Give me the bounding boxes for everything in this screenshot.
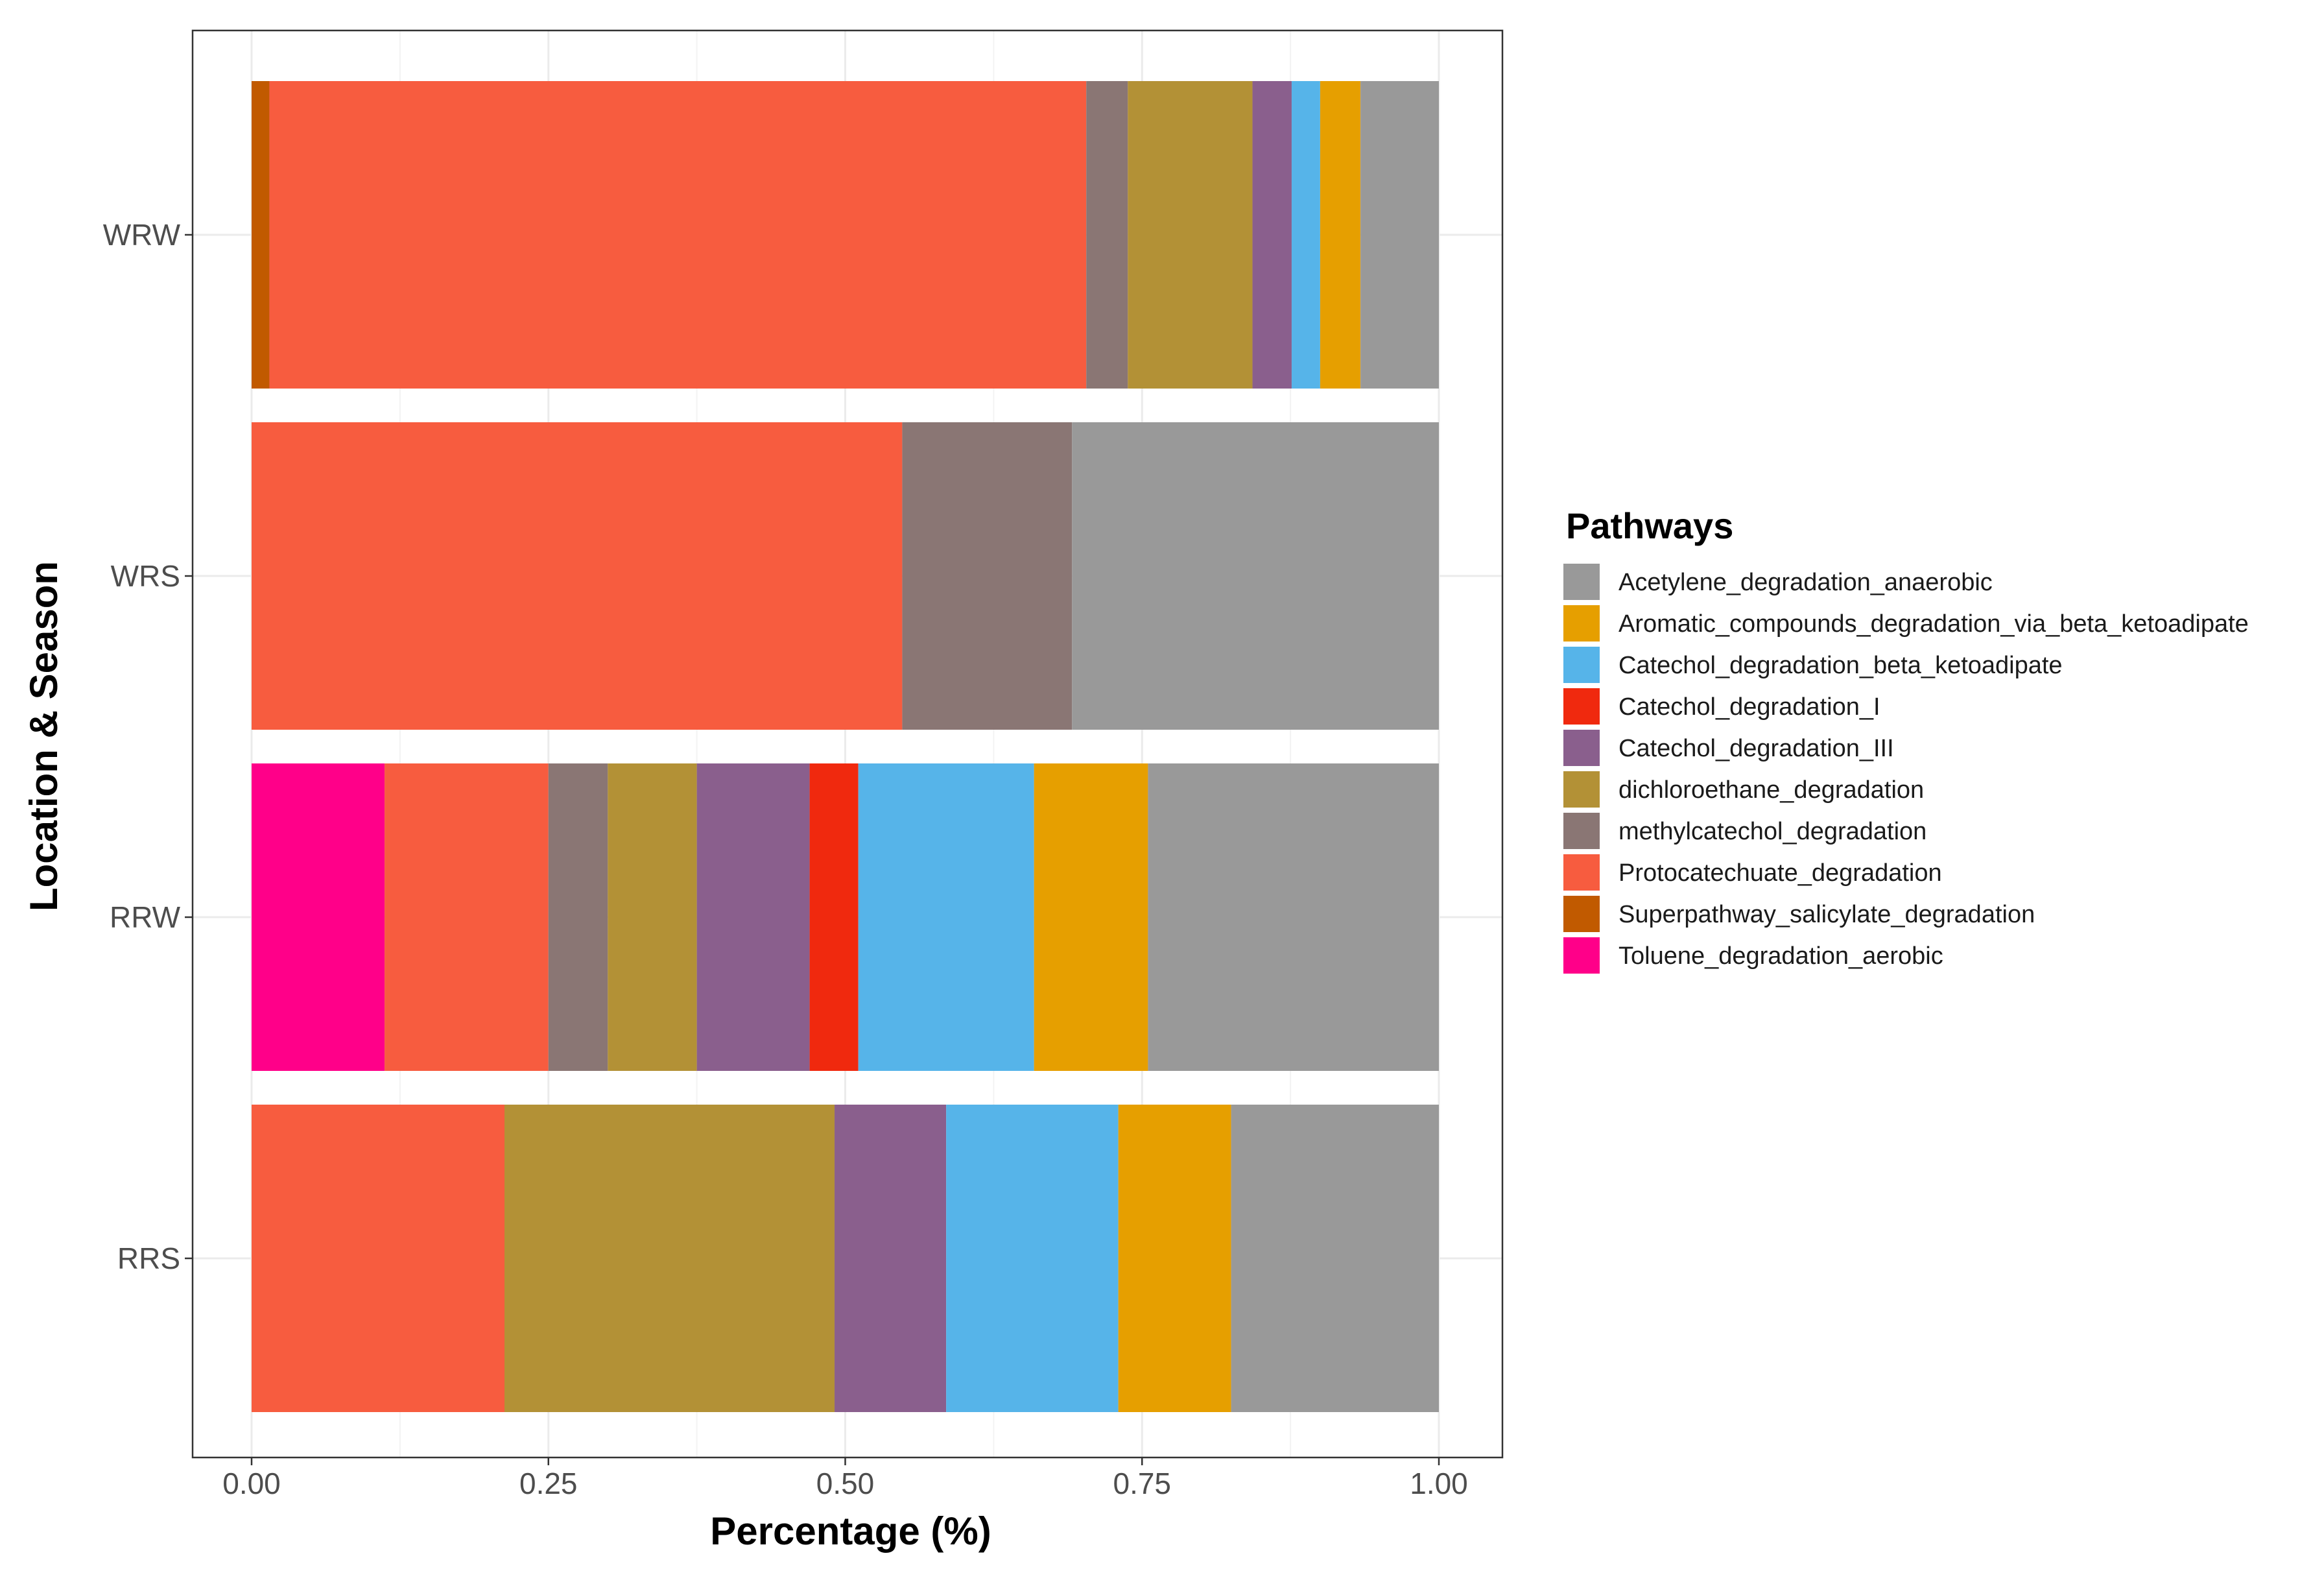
bar-segment [1252, 81, 1292, 389]
y-tick-label: RRW [110, 900, 181, 934]
x-tick-label: 1.00 [1410, 1467, 1468, 1500]
legend-label: Catechol_degradation_beta_ketoadipate [1618, 652, 2063, 679]
bar-segment [385, 763, 549, 1071]
legend-key [1563, 854, 1600, 891]
x-tick-label: 0.25 [519, 1467, 578, 1500]
bar-segment [1128, 81, 1253, 389]
legend-label: Acetylene_degradation_anaerobic [1618, 569, 1993, 596]
x-tick-label: 0.50 [816, 1467, 875, 1500]
legend-key [1563, 564, 1600, 600]
bar-segment [269, 81, 1087, 389]
bar-segment [946, 1105, 1119, 1412]
bar-segment [1291, 81, 1320, 389]
legend-key [1563, 813, 1600, 849]
bar-segment [252, 1105, 505, 1412]
bars [252, 81, 1439, 1412]
legend: Pathways Acetylene_degradation_anaerobic… [1563, 505, 2249, 974]
bar-segment [252, 81, 270, 389]
bar-segment [1072, 422, 1439, 730]
bar-segment [252, 422, 903, 730]
x-axis-title: Percentage (%) [710, 1509, 991, 1553]
plot-panel-border [191, 29, 1504, 1459]
bar-segment [1360, 81, 1439, 389]
y-axis-title: Location & Season [22, 561, 65, 911]
bar-segment [809, 763, 859, 1071]
bar-segment [696, 763, 810, 1071]
bar-segment [835, 1105, 947, 1412]
x-tick-label: 0.75 [1113, 1467, 1171, 1500]
bar-segment [1320, 81, 1361, 389]
bar-segment [504, 1105, 835, 1412]
bar-segment [548, 763, 608, 1071]
legend-key [1563, 688, 1600, 725]
legend-key [1563, 771, 1600, 808]
legend-key [1563, 647, 1600, 683]
legend-label: Toluene_degradation_aerobic [1618, 942, 1943, 970]
bar-segment [608, 763, 697, 1071]
legend-label: methylcatechol_degradation [1618, 818, 1927, 845]
y-tick-label: WRS [111, 559, 180, 593]
bar-segment [902, 422, 1073, 730]
legend-label: dichloroethane_degradation [1618, 776, 1924, 804]
legend-label: Protocatechuate_degradation [1618, 859, 1942, 887]
legend-label: Aromatic_compounds_degradation_via_beta_… [1618, 610, 2249, 638]
bar-segment [1148, 763, 1439, 1071]
bar-segment [858, 763, 1034, 1071]
legend-key [1563, 730, 1600, 766]
legend-label: Superpathway_salicylate_degradation [1618, 901, 2035, 928]
bar-segment [1034, 763, 1148, 1071]
bar-segment [1118, 1105, 1231, 1412]
y-tick-label: RRS [117, 1241, 180, 1275]
bar-segment [1231, 1105, 1439, 1412]
bar-segment [1086, 81, 1128, 389]
bar-segment [252, 763, 385, 1071]
legend-title: Pathways [1566, 505, 1733, 546]
legend-label: Catechol_degradation_I [1618, 693, 1880, 721]
legend-key [1563, 605, 1600, 642]
legend-key [1563, 896, 1600, 932]
legend-label: Catechol_degradation_III [1618, 735, 1894, 762]
y-tick-label: WRW [103, 218, 181, 252]
legend-key [1563, 937, 1600, 974]
x-tick-label: 0.00 [222, 1467, 281, 1500]
axes: WRW WRS RRW RRS 0.00 0.25 0.50 0.75 1.00 [103, 218, 1468, 1500]
